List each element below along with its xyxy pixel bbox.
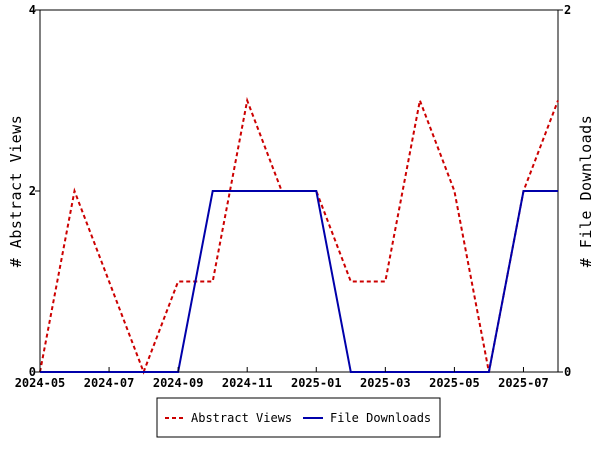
left-tick-label: 0 [29,365,36,379]
left-tick-label: 4 [29,3,36,17]
x-tick-label: 2024-07 [84,376,135,390]
series-line-abstract-views [39,96,559,375]
x-tick-label: 2024-11 [222,376,273,390]
legend-label-abstract-views: Abstract Views [191,411,292,425]
plot-area [39,9,559,375]
legend: Abstract Views File Downloads [156,397,441,438]
right-axis: 02 [558,3,571,379]
x-tick-label: 2025-03 [360,376,411,390]
legend-label-file-downloads: File Downloads [330,411,431,425]
series-line-file-downloads [40,190,558,373]
x-tick-label: 2024-09 [153,376,204,390]
right-tick-label: 2 [564,3,571,17]
left-axis: 0 2 4 [29,3,40,379]
legend-box [156,397,441,438]
x-tick-label: 2025-01 [291,376,342,390]
right-tick-label: 0 [564,365,571,379]
x-tick-label: 2025-07 [498,376,549,390]
x-axis: 2024-05 2024-07 2024-09 2024-11 2025-01 2025-… [15,367,549,390]
left-axis-title: # Abstract Views [7,115,25,268]
left-tick-label: 2 [29,184,36,198]
x-tick-label: 2025-05 [429,376,480,390]
right-axis-title: # File Downloads [577,115,595,268]
x-tick-label: 2024-05 [15,376,66,390]
